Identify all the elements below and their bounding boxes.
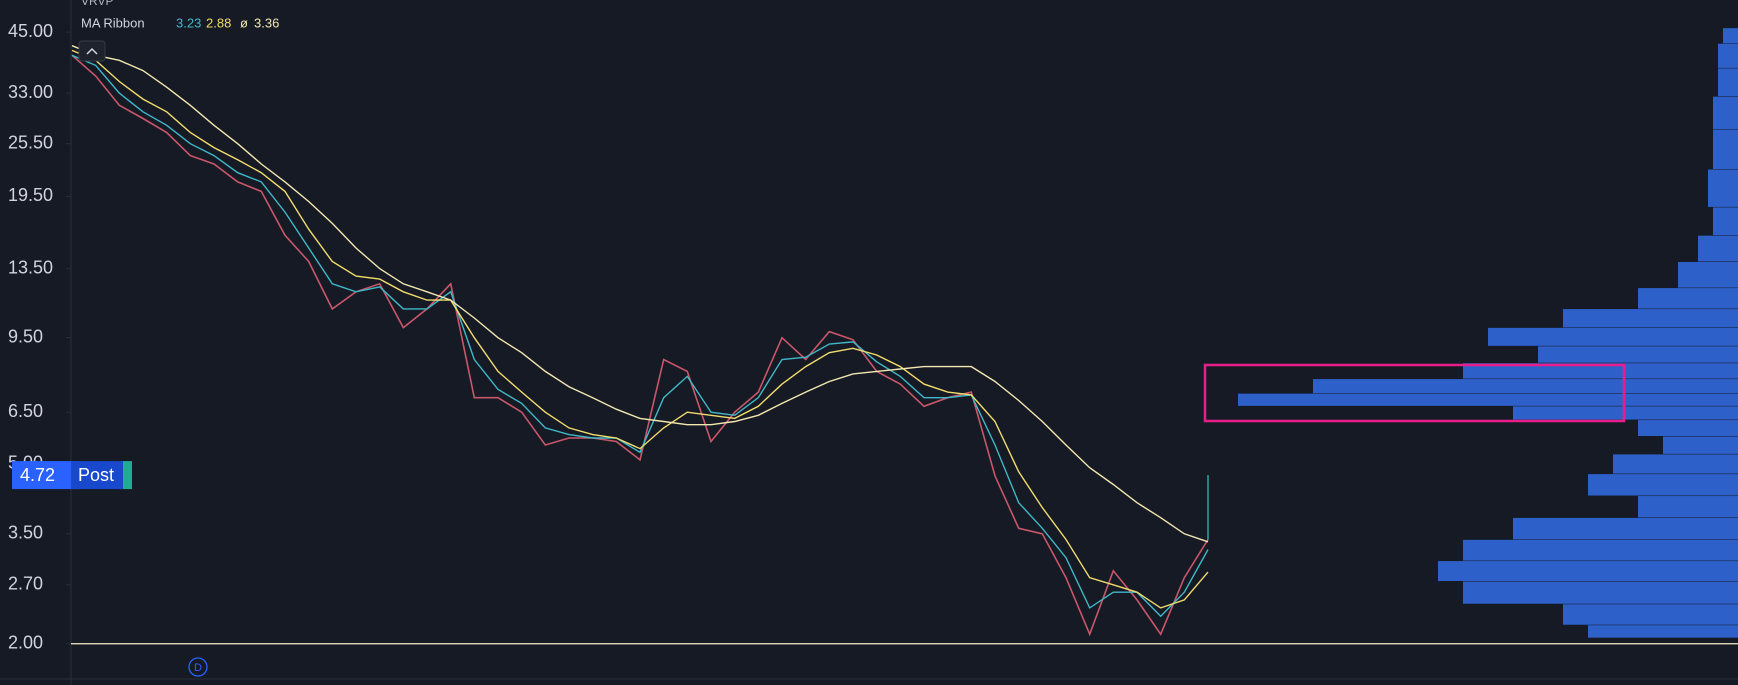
volume-bar [1713,96,1738,130]
volume-bar [1698,235,1738,262]
volume-bar [1723,28,1738,44]
volume-bar [1663,436,1738,454]
volume-bar [1513,406,1738,420]
volume-bar [1638,420,1738,436]
volume-bar [1438,561,1738,581]
y-tick-label: 9.50 [8,326,43,346]
y-tick-label: 2.00 [8,633,43,653]
moving-average [71,45,1209,543]
y-tick-label: 19.50 [8,185,53,205]
volume-bar [1538,346,1738,363]
y-tick-label: 3.50 [8,523,43,543]
legend-value: 2.88 [206,15,231,30]
volume-bar [1238,393,1738,406]
legend-title: MA Ribbon [81,15,145,30]
volume-bar [1613,454,1738,474]
volume-bar [1588,474,1738,496]
volume-bar [1708,169,1738,207]
plot: 45.0033.0025.5019.5013.509.506.505.003.5… [8,21,1738,653]
session-label: Post [78,465,114,485]
collapse-icon [86,47,98,55]
moving-average [71,49,1209,609]
volume-bar [1488,327,1738,346]
volume-bar [1463,581,1738,604]
interval-marker[interactable] [188,657,208,677]
volume-bar [1713,207,1738,236]
y-tick-label: 45.00 [8,21,53,41]
volume-bar [1563,604,1738,625]
legend-separator: ø [240,15,248,30]
y-tick-label: 33.00 [8,82,53,102]
legend-value: 3.23 [176,15,201,30]
volume-bar [1713,129,1738,170]
volume-bar [1513,517,1738,540]
volume-bar [1563,309,1738,328]
indicator-title: VRVP [81,0,113,8]
volume-bar [1718,68,1738,97]
y-tick-label: 13.50 [8,257,53,277]
moving-average [71,54,1209,618]
interval-marker-label: D [194,662,202,674]
price-tag [12,461,80,490]
y-tick-label: 6.50 [8,401,43,421]
volume-bar [1678,262,1738,288]
collapse-button[interactable] [78,40,106,62]
volume-bar [1718,43,1738,68]
highlight-box [1203,363,1626,423]
y-tick-label: 2.70 [8,574,43,594]
volume-bar [1463,539,1738,561]
volume-bar [1463,363,1738,379]
price-tag-label: 4.72 [20,465,55,485]
volume-bar [1313,379,1738,394]
volume-bar [1588,625,1738,638]
volume-bar [1638,288,1738,309]
price-line [71,54,1209,637]
y-tick-label: 25.50 [8,132,53,152]
legend-value: 3.36 [254,15,279,30]
volume-bar [1638,496,1738,518]
session-tag [71,461,123,490]
